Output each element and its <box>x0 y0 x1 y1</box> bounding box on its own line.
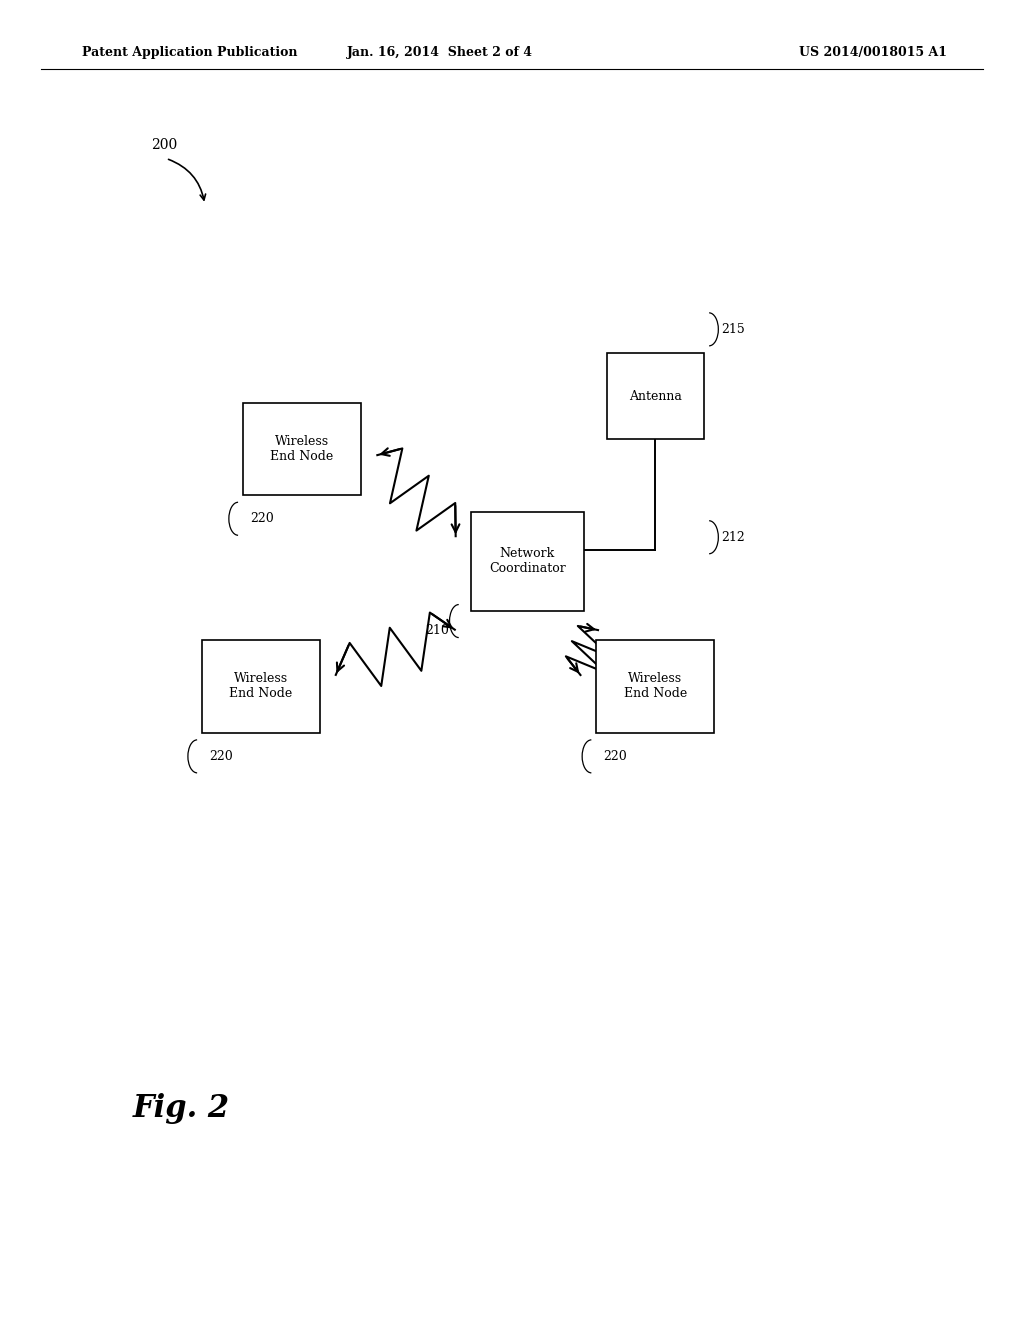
Text: 212: 212 <box>721 531 745 544</box>
Text: Wireless
End Node: Wireless End Node <box>624 672 687 701</box>
Text: 220: 220 <box>604 750 628 763</box>
Text: Network
Coordinator: Network Coordinator <box>489 546 565 576</box>
Text: Wireless
End Node: Wireless End Node <box>229 672 293 701</box>
Text: Jan. 16, 2014  Sheet 2 of 4: Jan. 16, 2014 Sheet 2 of 4 <box>347 46 534 59</box>
Text: Wireless
End Node: Wireless End Node <box>270 434 334 463</box>
Text: 220: 220 <box>210 750 233 763</box>
FancyBboxPatch shape <box>244 403 360 495</box>
Text: Antenna: Antenna <box>629 389 682 403</box>
Text: Patent Application Publication: Patent Application Publication <box>82 46 297 59</box>
FancyBboxPatch shape <box>471 512 584 610</box>
Text: US 2014/0018015 A1: US 2014/0018015 A1 <box>799 46 947 59</box>
Text: 220: 220 <box>250 512 274 525</box>
FancyBboxPatch shape <box>596 640 715 733</box>
Text: Fig. 2: Fig. 2 <box>133 1093 230 1125</box>
Text: 215: 215 <box>721 323 745 335</box>
Text: 210: 210 <box>425 624 449 636</box>
Text: 200: 200 <box>152 137 178 152</box>
FancyBboxPatch shape <box>203 640 319 733</box>
FancyBboxPatch shape <box>606 354 705 438</box>
